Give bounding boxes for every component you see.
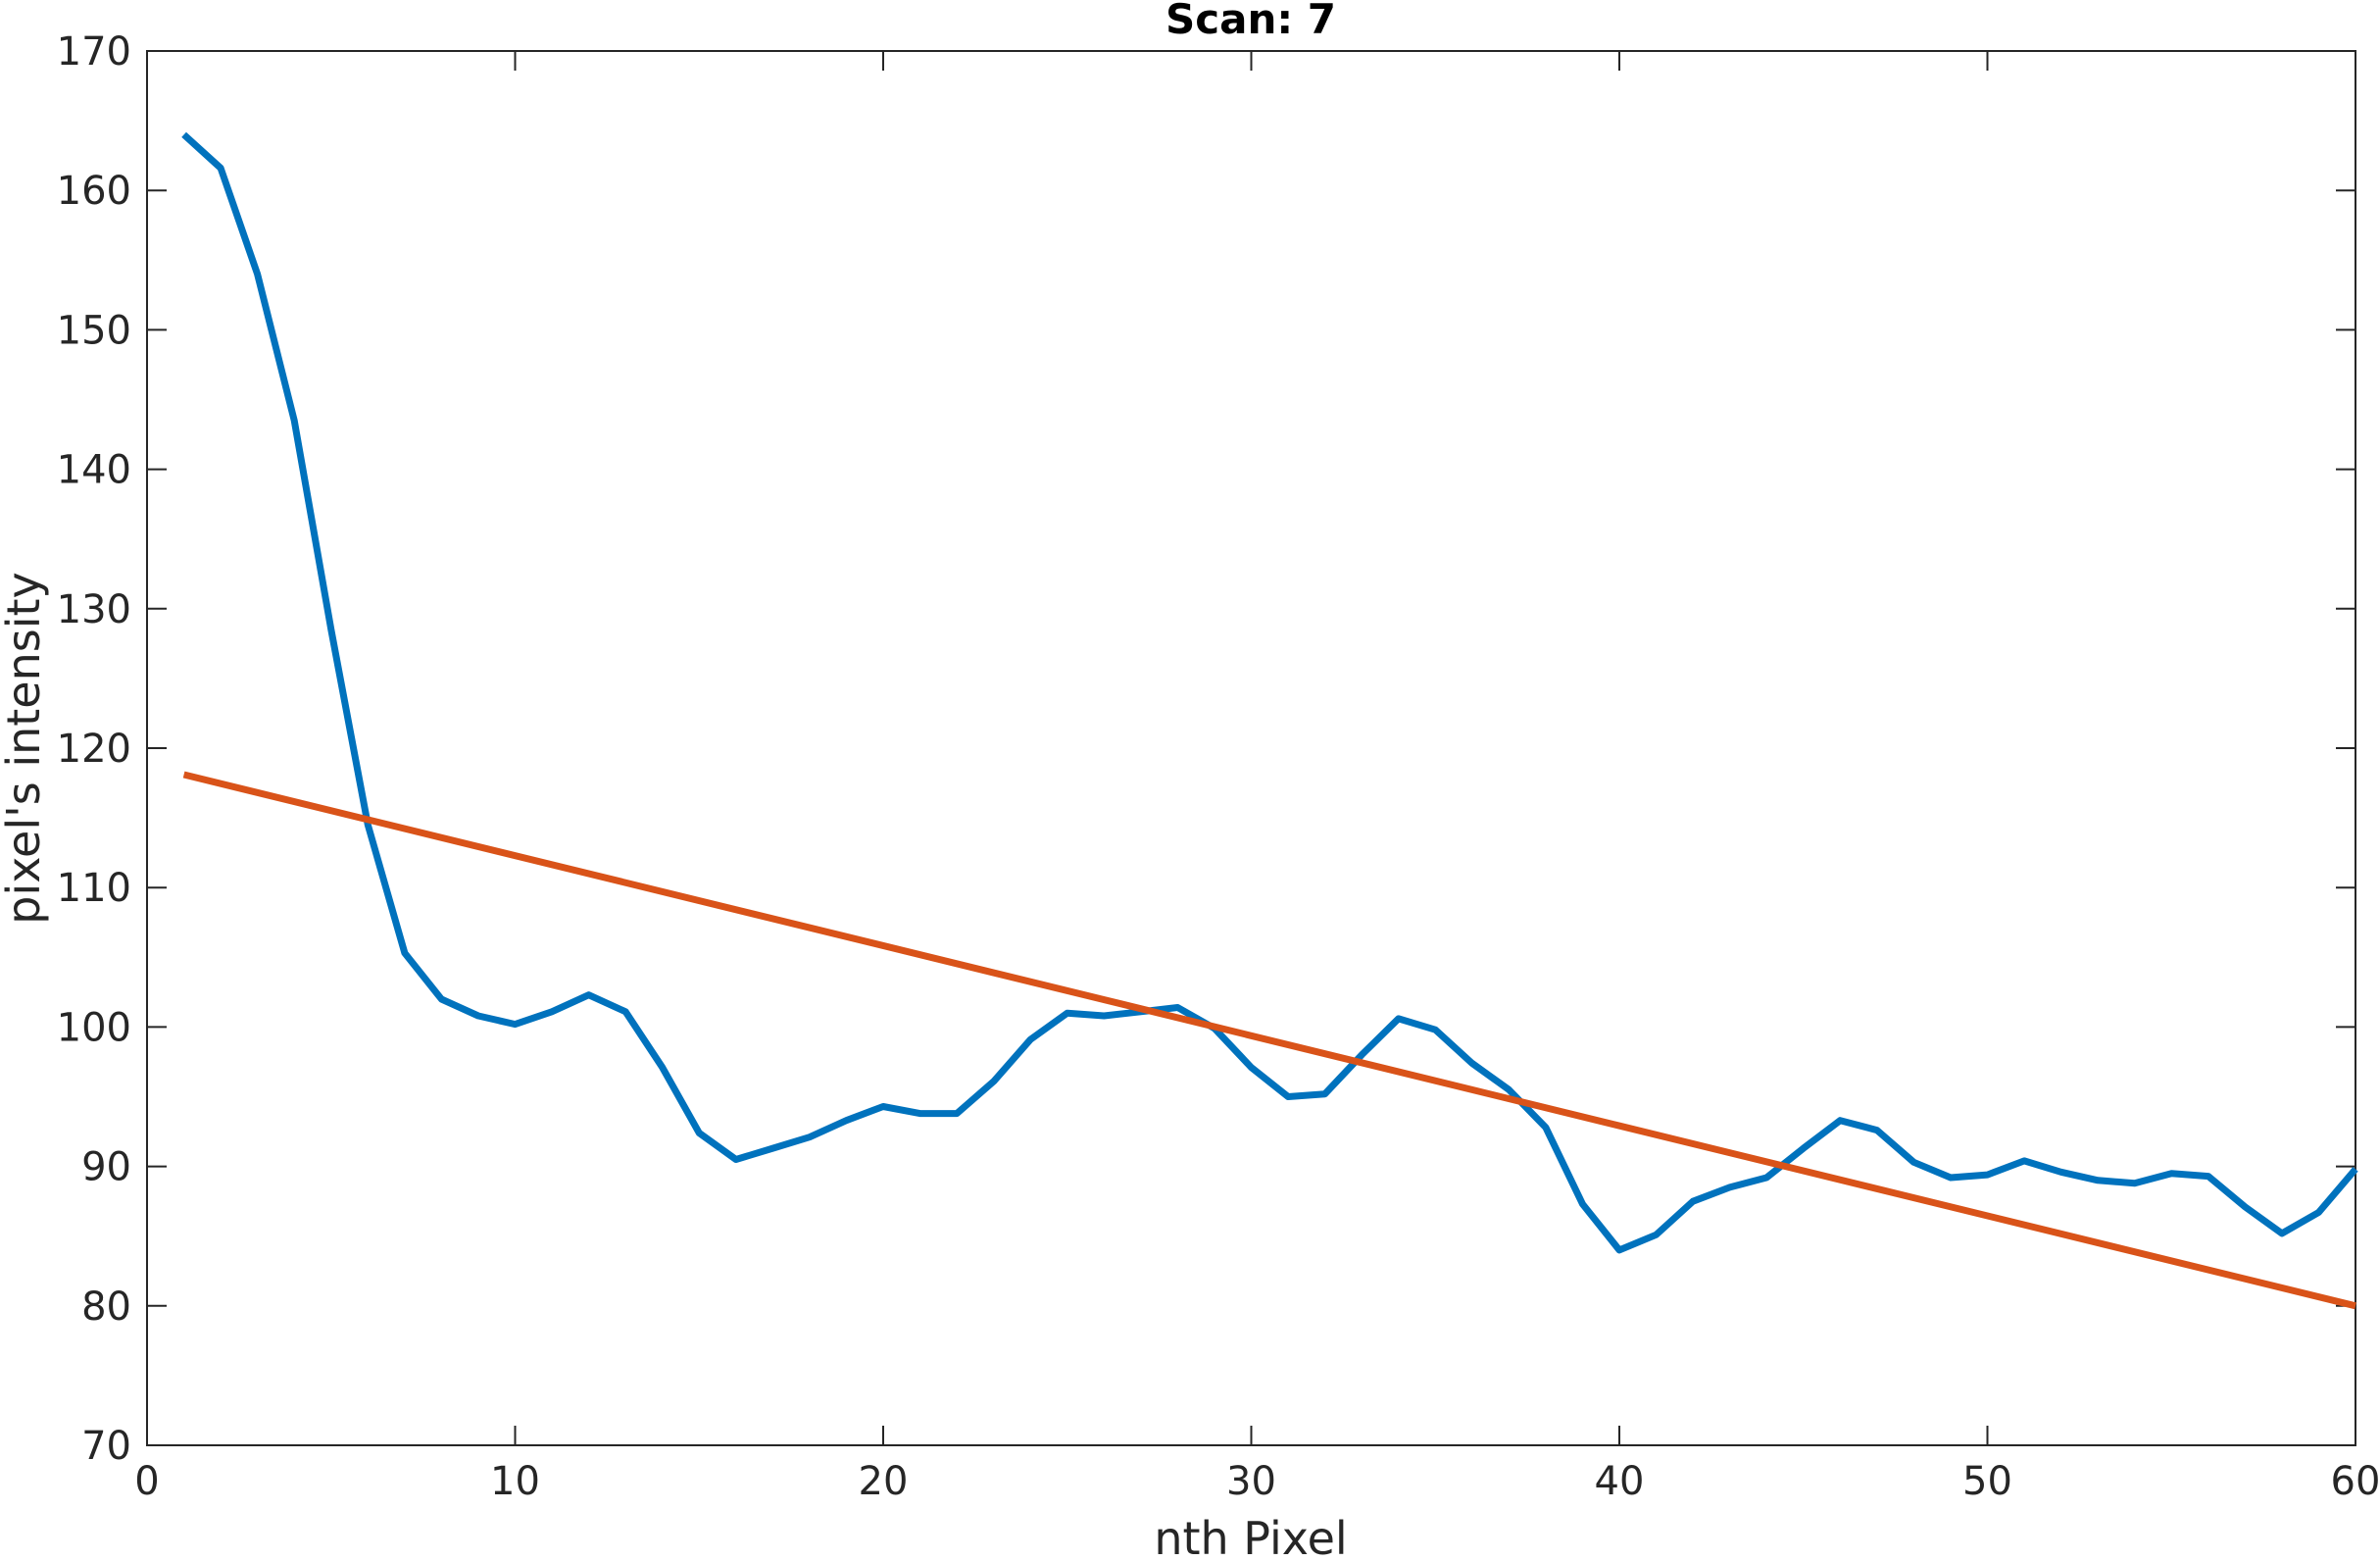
y-tick-label: 170 — [57, 29, 131, 75]
x-tick-label: 30 — [1226, 1459, 1276, 1504]
y-tick-label: 110 — [57, 866, 131, 911]
y-tick-label: 140 — [57, 448, 131, 493]
x-tick-label: 10 — [490, 1459, 540, 1504]
y-tick-label: 120 — [57, 727, 131, 772]
x-tick-label: 60 — [2331, 1459, 2380, 1504]
y-tick-label: 90 — [81, 1145, 131, 1190]
series-line-2 — [182, 771, 2356, 1310]
series-line-1 — [181, 131, 2358, 1254]
x-tick-label: 0 — [134, 1459, 159, 1504]
series-group — [181, 131, 2358, 1310]
y-axis-title: pixel's intensity — [0, 572, 50, 925]
chart-title: Scan: 7 — [1165, 0, 1336, 43]
x-axis-title: nth Pixel — [1154, 1512, 1347, 1556]
x-tick-label: 20 — [859, 1459, 909, 1504]
x-tick-label: 50 — [1962, 1459, 2012, 1504]
x-tick-label: 40 — [1595, 1459, 1645, 1504]
y-tick-label: 70 — [81, 1424, 131, 1469]
y-tick-label: 80 — [81, 1284, 131, 1330]
y-tick-label: 150 — [57, 308, 131, 353]
y-tick-label: 130 — [57, 587, 131, 632]
y-tick-label: 160 — [57, 169, 131, 214]
axes: 0 10 20 30 40 50 60 70 80 90 100 110 120 130 140 150 160… — [57, 29, 2380, 1504]
y-tick-label: 100 — [57, 1005, 131, 1050]
